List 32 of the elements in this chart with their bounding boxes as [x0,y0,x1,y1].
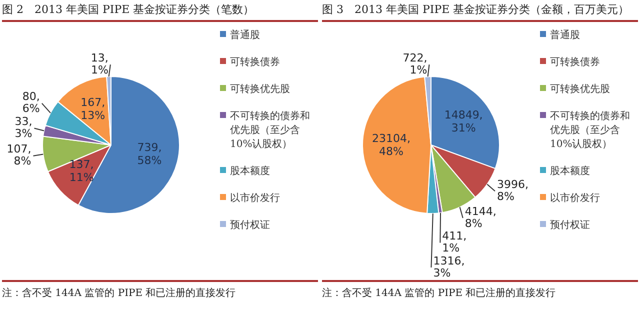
legend-label: 不可转换的债券和优先股（至少含10%认股权） [550,110,631,151]
legend-label: 股本额度 [230,164,270,178]
legend-label: 可转换债券 [230,56,280,69]
data-label: 14849, 31% [444,108,483,135]
data-label: 3996, 8% [496,178,528,203]
legend-label: 预付权证 [550,218,590,232]
data-label: 33, 3% [14,115,32,140]
data-label: 137, 11% [69,158,94,184]
legend-label: 普通股 [550,28,580,42]
data-label: 722, 1% [402,51,428,76]
legend-label: 不可转换的债券和优先股（至少含10%认股权） [230,110,311,151]
text: 注：含不受 144A 监管的 PIPE 和已注册的直接发行 [2,280,318,300]
legend-label: 以市价发行 [230,192,280,205]
data-label: 80, 6% [22,90,40,116]
legend-label: 普通股 [230,28,260,42]
chart-title: 图 3 2013 年美国 PIPE 基金按证券分类（金额，百万美元） [322,0,638,22]
data-label: 4144, 8% [464,204,496,230]
chart-title: 图 2 2013 年美国 PIPE 基金按证券分类（笔数） [2,0,318,22]
data-label: 411, 1% [442,230,467,255]
legend-label: 以市价发行 [550,192,600,205]
text: 注：含不受 144A 监管的 PIPE 和已注册的直接发行 [322,280,638,300]
legend-label: 预付权证 [230,218,270,232]
data-label: 23104, 48% [372,132,411,158]
data-label: 167, 13% [80,96,106,122]
data-label: 1316, 3% [433,254,465,280]
legend-label: 可转换债券 [550,56,600,69]
data-label: 107, 8% [6,142,32,168]
legend-label: 可转换优先股 [550,82,610,96]
data-label: 13, 1% [90,51,108,76]
data-label: 739, 58% [137,141,162,168]
legend-label: 股本额度 [550,164,590,178]
legend-label: 可转换优先股 [230,82,290,96]
